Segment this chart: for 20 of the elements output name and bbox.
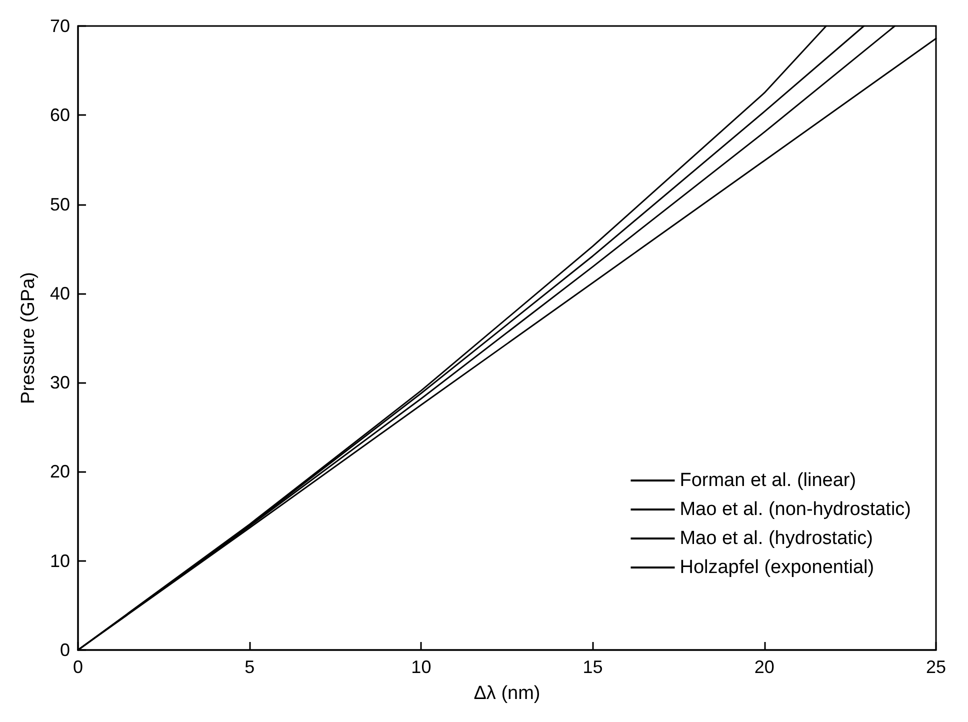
x-tick-label: 5 [244,657,255,677]
legend-label: Mao et al. (hydrostatic) [680,528,873,549]
y-axis-title: Pressure (GPa) [18,272,39,404]
x-tick-label: 20 [754,657,774,677]
y-tick-label: 0 [60,640,70,660]
legend-label: Mao et al. (non-hydrostatic) [680,499,911,520]
legend-label: Forman et al. (linear) [680,470,856,491]
x-tick-label: 0 [72,657,84,677]
y-tick-label: 50 [50,194,70,214]
legend-label: Holzapfel (exponential) [680,557,874,578]
x-tick-label: 10 [411,657,432,677]
y-tick-label: 10 [50,550,70,571]
y-tick-label: 70 [50,16,70,36]
y-tick-label: 40 [50,283,70,304]
x-axis-title: Δλ (nm) [474,683,540,704]
x-tick-label: 25 [926,657,946,677]
y-tick-label: 20 [50,462,70,482]
y-tick-label: 30 [50,372,70,393]
y-tick-label: 60 [50,105,70,126]
x-tick-label: 15 [582,657,603,677]
